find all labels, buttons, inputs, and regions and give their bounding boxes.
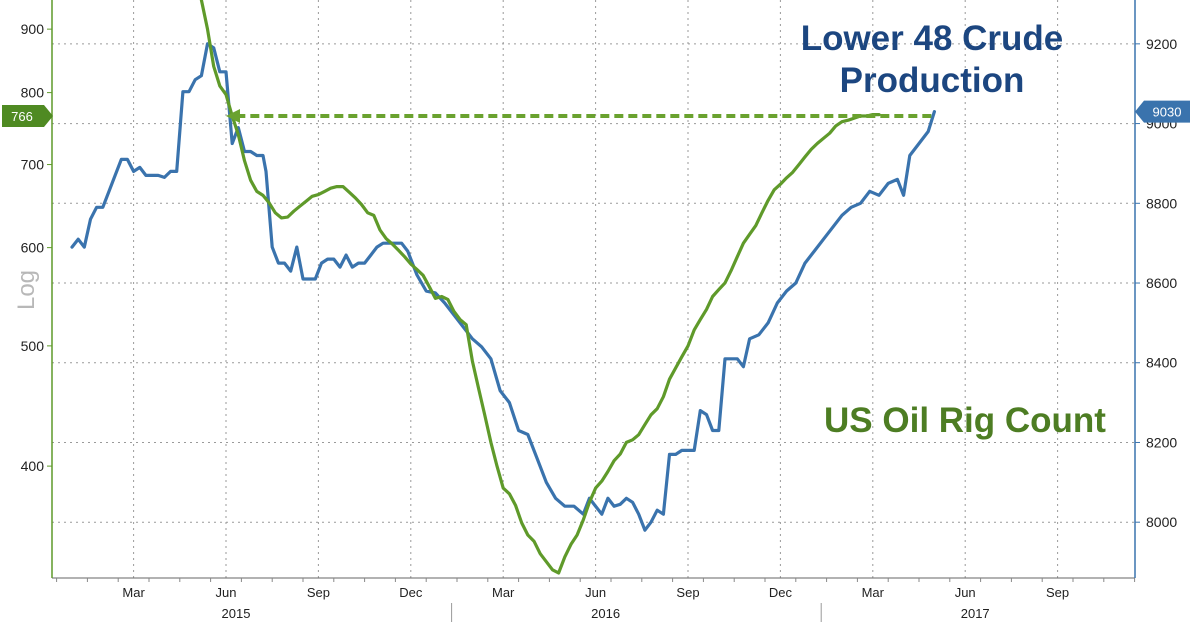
crude-production-line — [70, 42, 936, 532]
right-value-marker-label: 9030 — [1153, 105, 1182, 120]
x-tick-label: Jun — [955, 585, 976, 600]
log-scale-label: Log — [13, 270, 40, 310]
x-year-label: 2016 — [591, 606, 620, 621]
x-year-label: 2017 — [961, 606, 990, 621]
rig-count-title: US Oil Rig Count — [824, 401, 1106, 440]
right-value-marker — [1135, 100, 1190, 123]
x-axis: Mar Jun Sep Dec Mar Jun Sep Dec Mar Jun Sep 2015 201… — [52, 577, 1136, 622]
x-year-label: 2015 — [222, 606, 251, 621]
left-tick-label: 500 — [21, 338, 45, 354]
x-tick-label: Jun — [216, 585, 237, 600]
right-tick-label: 8400 — [1146, 355, 1177, 371]
x-tick-label: Mar — [492, 585, 515, 600]
crude-production-title: Lower 48 Crude — [801, 19, 1064, 58]
left-tick-label: 700 — [21, 157, 45, 173]
axis-markers: 766 9030 — [2, 100, 1190, 128]
grid — [52, 0, 1135, 578]
x-tick-label: Jun — [585, 585, 606, 600]
x-tick-label: Mar — [122, 585, 145, 600]
arrow-head-icon — [226, 109, 240, 124]
left-value-marker — [2, 105, 53, 128]
crude-production-title: Production — [840, 61, 1025, 100]
right-tick-label: 8800 — [1146, 195, 1177, 211]
right-tick-label: 8600 — [1146, 275, 1177, 291]
left-value-marker-label: 766 — [11, 109, 33, 124]
right-tick-label: 9200 — [1146, 36, 1177, 52]
x-tick-label: Sep — [307, 585, 330, 600]
x-tick-label: Sep — [676, 585, 699, 600]
rig-count-line — [199, 0, 881, 575]
left-tick-label: 600 — [21, 240, 45, 256]
left-tick-label: 900 — [21, 21, 45, 37]
right-tick-label: 8000 — [1146, 514, 1177, 530]
x-tick-label: Mar — [862, 585, 885, 600]
x-tick-label: Sep — [1046, 585, 1069, 600]
left-tick-label: 800 — [21, 85, 45, 101]
x-tick-label: Dec — [399, 585, 423, 600]
left-tick-label: 400 — [21, 458, 45, 474]
x-tick-label: Dec — [769, 585, 793, 600]
left-axis: 400 500 600 700 800 900 Log — [13, 0, 53, 578]
series-layer — [70, 0, 936, 575]
right-tick-label: 8200 — [1146, 434, 1177, 450]
